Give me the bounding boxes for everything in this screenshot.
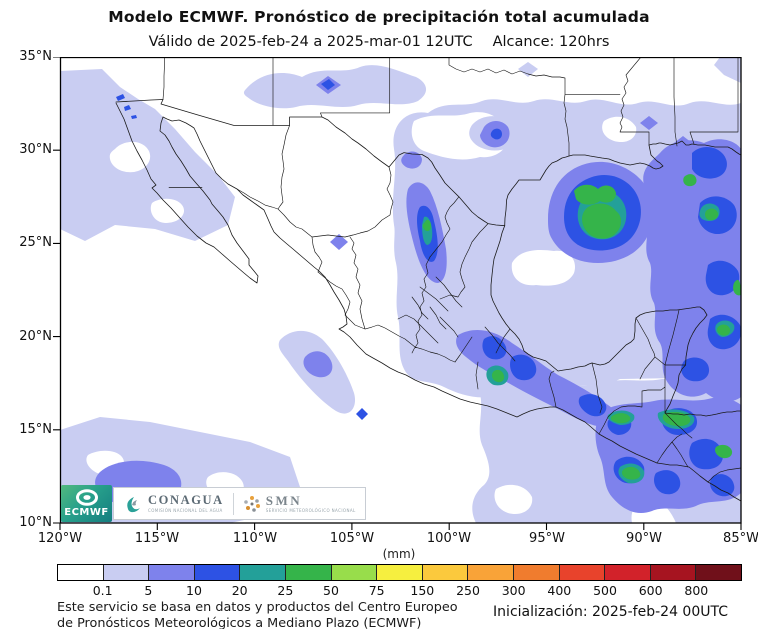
lon-label-100w: 100°W (426, 531, 472, 546)
page-subtitle: Válido de 2025-feb-24 a 2025-mar-01 12UT… (0, 34, 758, 50)
valid-range-label: Válido de 2025-feb-24 a 2025-mar-01 12UT… (148, 34, 473, 50)
colorbar-tick-label: 300 (501, 583, 526, 598)
lat-label-35n: 35°N (19, 49, 52, 64)
lon-label-115w: 115°W (134, 531, 180, 546)
colorbar-segment (468, 565, 514, 580)
colorbar-unit-label: (mm) (382, 547, 416, 561)
colorbar-tick-label: 20 (231, 583, 248, 598)
colorbar-segment (331, 565, 378, 580)
map-frame (59, 57, 742, 524)
colorbar-tick-label: 25 (277, 583, 294, 598)
precipitation-colorbar (57, 564, 742, 581)
lat-label-10n: 10°N (19, 515, 52, 530)
lat-label-30n: 30°N (19, 142, 52, 157)
map-layers (60, 57, 741, 523)
colorbar-segment (422, 565, 469, 580)
colorbar-tick-label: 600 (638, 583, 663, 598)
institution-logo-strip: CONAGUA COMISIÓN NACIONAL DEL AGUA SMN S… (113, 487, 366, 520)
colorbar-segment (240, 565, 286, 580)
conagua-logo: CONAGUA COMISIÓN NACIONAL DEL AGUA (123, 494, 224, 513)
lon-label-85w: 85°W (723, 531, 758, 546)
ecmwf-emblem-icon (75, 489, 98, 506)
initialization-label: Inicialización: 2025-feb-24 00UTC (493, 604, 728, 620)
colorbar-tick-label: 150 (410, 583, 435, 598)
smn-logo-label: SMN (265, 493, 303, 508)
colorbar-tick-label: 75 (368, 583, 385, 598)
colorbar-segment (377, 565, 423, 580)
colorbar-segment (650, 565, 697, 580)
forecast-length-label: Alcance: 120hrs (492, 34, 610, 50)
colorbar-segment (559, 565, 606, 580)
smn-logo: SMN SERVICIO METEOROLÓGICO NACIONAL (243, 494, 356, 513)
colorbar-tick-label: 400 (547, 583, 572, 598)
smn-logo-sublabel: SERVICIO METEOROLÓGICO NACIONAL (265, 508, 356, 513)
ecmwf-logo: ECMWF (61, 485, 112, 522)
conagua-logo-label: CONAGUA (148, 493, 224, 508)
colorbar-segment (149, 565, 195, 580)
precipitation-map (53, 57, 742, 530)
lon-label-95w: 95°W (529, 531, 565, 546)
lon-label-110w: 110°W (232, 531, 278, 546)
precip-green-layer (422, 174, 741, 480)
smn-logo-text: SMN SERVICIO METEOROLÓGICO NACIONAL (266, 494, 356, 513)
colorbar-segment (605, 565, 651, 580)
colorbar-tick-label: 800 (684, 583, 709, 598)
colorbar-tick-label: 500 (593, 583, 617, 598)
colorbar-tick-label: 10 (186, 583, 202, 598)
smn-cyclone-icon (243, 495, 260, 512)
coastline-layer (115, 57, 741, 502)
axis-ticks (53, 57, 742, 530)
colorbar-segment (194, 565, 241, 580)
lon-label-90w: 90°W (626, 531, 662, 546)
colorbar-tick-label: 250 (456, 583, 480, 598)
conagua-water-icon (127, 496, 140, 512)
colorbar-tick-label: 50 (323, 583, 339, 598)
logo-divider (232, 492, 234, 515)
disclaimer-line-1: Este servicio se basa en datos y product… (57, 600, 458, 615)
colorbar-segment (513, 565, 560, 580)
lat-label-15n: 15°N (19, 422, 52, 437)
colorbar-tick-label: 0.1 (92, 583, 113, 598)
ecmwf-logo-label: ECMWF (64, 507, 109, 518)
conagua-logo-text: CONAGUA COMISIÓN NACIONAL DEL AGUA (148, 494, 224, 513)
lon-label-120w: 120°W (37, 531, 83, 546)
disclaimer-line-2: de Pronósticos Meteorológicos a Mediano … (57, 616, 422, 629)
lon-label-105w: 105°W (329, 531, 375, 546)
colorbar-segment (58, 565, 104, 580)
lat-label-20n: 20°N (19, 329, 52, 344)
page-title: Modelo ECMWF. Pronóstico de precipitació… (108, 8, 650, 26)
lat-label-25n: 25°N (19, 235, 52, 250)
colorbar-segment (696, 565, 741, 580)
colorbar-tick-labels: 0.1 5 10 20 25 50 75 150 250 300 400 500 600 800 (57, 583, 742, 598)
colorbar-segment (103, 565, 150, 580)
colorbar-segment (285, 565, 332, 580)
colorbar-tick-label: 5 (144, 583, 153, 598)
data-source-disclaimer: Este servicio se basa en datos y product… (57, 600, 458, 629)
conagua-logo-sublabel: COMISIÓN NACIONAL DEL AGUA (148, 507, 223, 513)
